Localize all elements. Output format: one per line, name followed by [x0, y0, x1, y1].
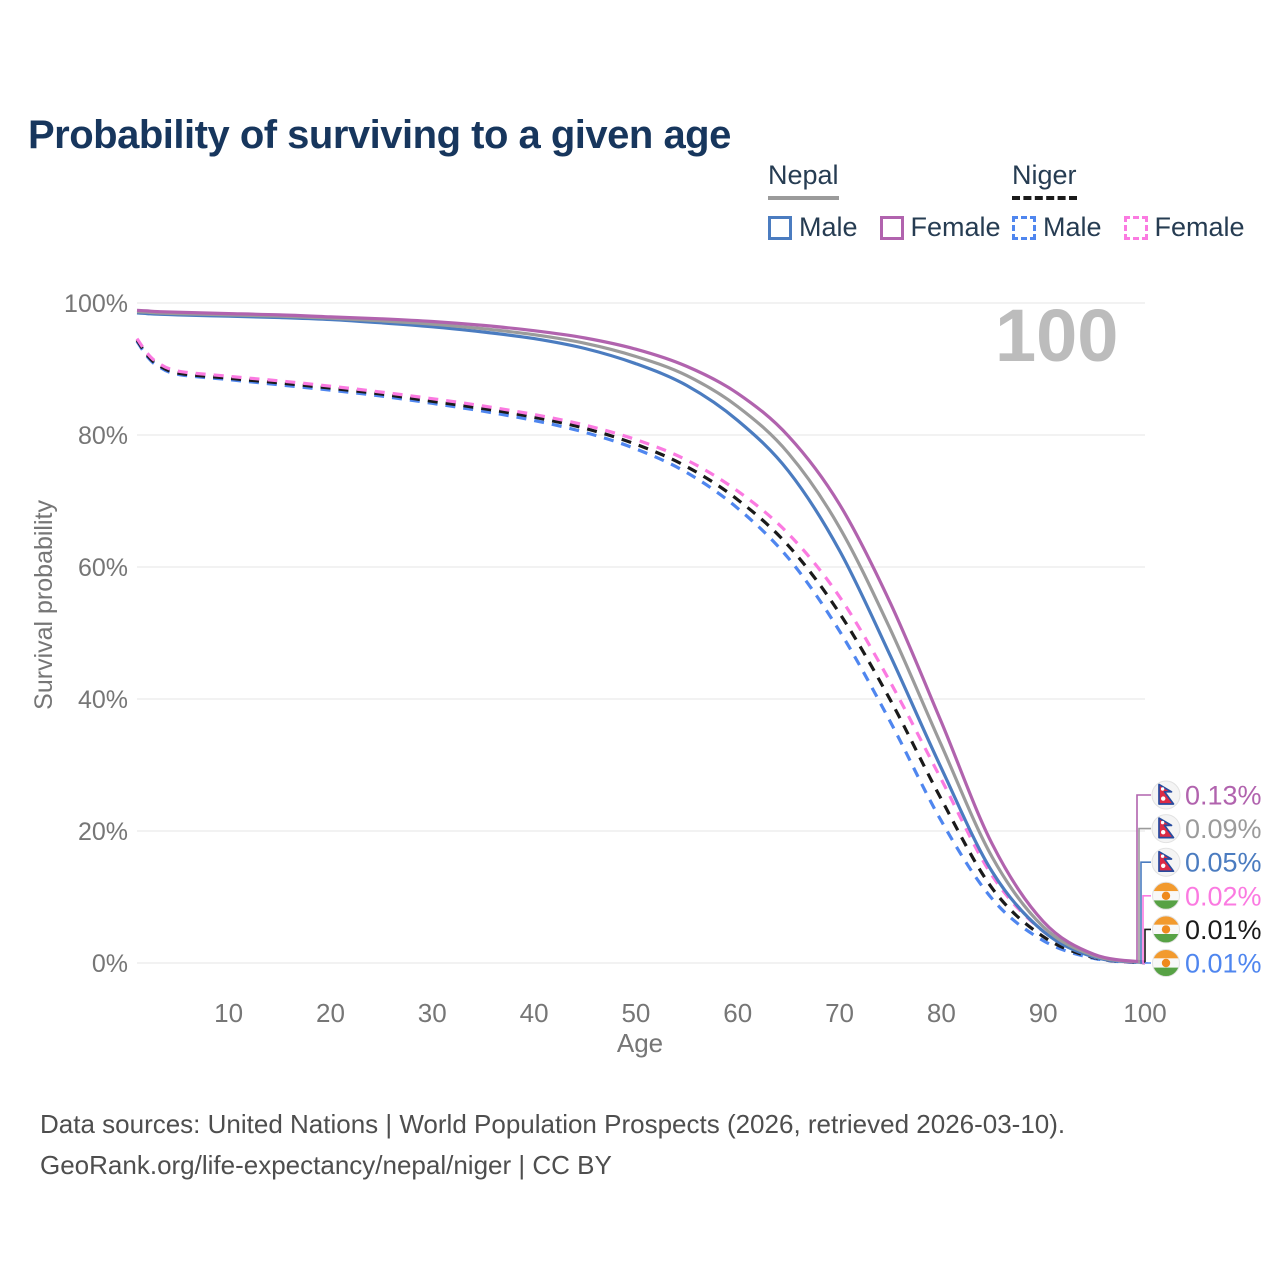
legend-item-nepal-female[interactable]: Female	[879, 212, 1001, 243]
y-tick-label-40: 40%	[78, 686, 128, 714]
x-tick-label-20: 20	[316, 998, 345, 1028]
curve-niger-male[interactable]	[135, 340, 1146, 965]
niger-flag-green-band	[1152, 900, 1180, 910]
niger-flag-sun-dot	[1161, 958, 1171, 968]
legend-group-niger: Niger Male Female	[1012, 160, 1245, 243]
niger-flag-sun-dot	[1161, 891, 1171, 900]
legend-item-niger-male[interactable]: Male	[1012, 212, 1102, 243]
legend-item-nepal-male[interactable]: Male	[768, 212, 858, 243]
x-tick-label-30: 30	[418, 998, 447, 1028]
nepal-flag-sun	[1161, 863, 1166, 868]
footer-attribution: Data sources: United Nations | World Pop…	[40, 1104, 1065, 1186]
age-watermark: 100	[995, 294, 1119, 377]
x-tick-label-100: 100	[1123, 998, 1166, 1028]
y-axis-title: Survival probability	[30, 500, 58, 710]
end-label-connector-niger-both	[1144, 928, 1151, 963]
end-label-nepal-female: 0.13%	[1185, 781, 1262, 811]
end-label-nepal-male: 0.05%	[1185, 848, 1262, 878]
x-tick-label-90: 90	[1029, 998, 1058, 1028]
x-tick-label-40: 40	[520, 998, 549, 1028]
legend-header-niger: Niger	[1012, 160, 1077, 200]
flag-icon-niger	[1152, 881, 1180, 910]
nepal-flag-moon	[1160, 854, 1165, 858]
legend-label-nepal-male: Male	[799, 212, 858, 242]
niger-flag-bands	[1152, 882, 1180, 910]
curve-niger-both[interactable]	[135, 339, 1146, 965]
nepal-flag-moon	[1160, 820, 1165, 825]
footer-line-1: Data sources: United Nations | World Pop…	[40, 1109, 1066, 1139]
legend-label-niger-female: Female	[1154, 212, 1245, 242]
flag-icon-nepal	[1151, 814, 1181, 844]
niger-flag-green-band	[1152, 967, 1180, 977]
y-tick-label-80: 80%	[78, 422, 128, 450]
legend-label-nepal-female: Female	[910, 212, 1001, 242]
nepal-male-swatch-icon	[768, 215, 792, 240]
x-tick-label-80: 80	[927, 998, 956, 1028]
nepal-flag-sun	[1161, 830, 1166, 835]
footer-line-2: GeoRank.org/life-expectancy/nepal/niger …	[40, 1150, 612, 1180]
y-tick-label-20: 20%	[78, 818, 128, 846]
y-tick-label-60: 60%	[78, 554, 128, 582]
niger-flag-bands	[1152, 915, 1180, 943]
flag-icon-niger	[1152, 949, 1180, 977]
x-axis-title: Age	[616, 1028, 664, 1058]
niger-male-swatch-icon	[1012, 215, 1036, 240]
legend-label-niger-male: Male	[1043, 212, 1102, 242]
niger-flag-border	[1152, 949, 1180, 977]
niger-flag-border	[1152, 915, 1180, 944]
end-label-connector-niger-female	[1142, 895, 1151, 964]
flag-icon-nepal	[1151, 847, 1181, 877]
legend-header-nepal: Nepal	[768, 160, 839, 200]
chart-legend: Nepal Male Female Niger Male Female	[0, 160, 1280, 250]
legend-group-nepal: Nepal Male Female	[768, 160, 1001, 243]
legend-row-nepal: Male Female	[768, 212, 1001, 243]
niger-flag-sun-dot	[1161, 925, 1171, 934]
niger-flag-orange-band	[1152, 949, 1180, 959]
flag-icon-nepal	[1151, 780, 1181, 810]
x-tick-label-10: 10	[214, 998, 243, 1028]
niger-flag-orange-band	[1152, 882, 1180, 892]
end-label-niger-female: 0.02%	[1185, 881, 1262, 911]
curve-nepal-male[interactable]	[136, 311, 1146, 965]
end-label-niger-both: 0.01%	[1185, 915, 1262, 945]
end-label-nepal-both: 0.09%	[1185, 814, 1262, 844]
curve-niger-female[interactable]	[135, 337, 1146, 965]
y-tick-label-0: 0%	[92, 950, 128, 978]
y-tick-label-100: 100%	[64, 290, 128, 318]
nepal-female-swatch-icon	[879, 215, 904, 240]
x-tick-label-50: 50	[621, 998, 650, 1028]
legend-row-niger: Male Female	[1012, 212, 1245, 243]
nepal-flag-moon	[1160, 787, 1165, 791]
page-title: Probability of surviving to a given age	[28, 112, 731, 157]
niger-female-swatch-icon	[1123, 215, 1148, 240]
end-label-niger-male: 0.01%	[1185, 949, 1262, 979]
niger-flag-bands	[1152, 949, 1180, 977]
legend-item-niger-female[interactable]: Female	[1123, 212, 1245, 243]
x-tick-label-60: 60	[723, 998, 752, 1028]
nepal-flag-sun	[1161, 796, 1166, 801]
niger-flag-orange-band	[1152, 915, 1180, 925]
flag-icon-niger	[1152, 915, 1180, 944]
niger-flag-border	[1152, 881, 1180, 910]
curve-nepal-female[interactable]	[136, 308, 1146, 964]
niger-flag-green-band	[1152, 934, 1180, 943]
x-tick-label-70: 70	[825, 998, 854, 1028]
curve-nepal-both[interactable]	[136, 310, 1146, 964]
